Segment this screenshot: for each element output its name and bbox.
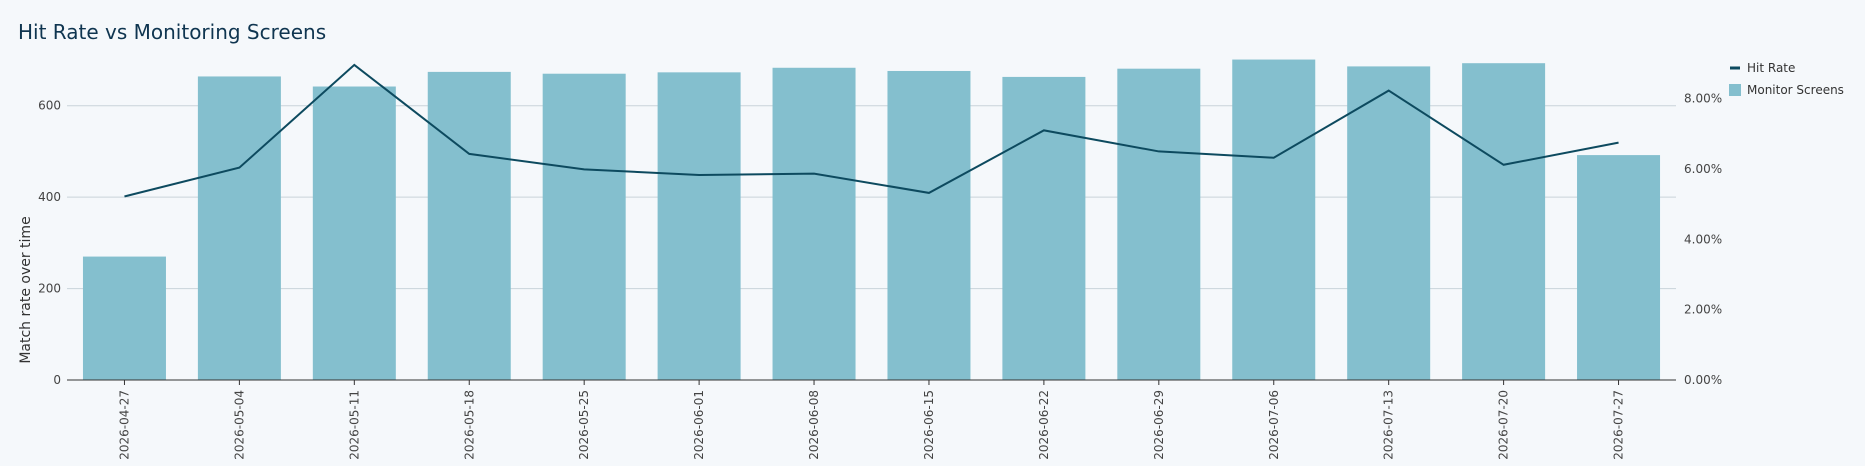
y-axis-title: Match rate over time [18, 216, 34, 363]
legend-monitor-screens-swatch [1729, 84, 1741, 96]
x-tick-label: 2026-05-11 [347, 390, 361, 460]
bar-monitor-screens [1577, 155, 1661, 380]
bar-monitor-screens [1002, 76, 1086, 381]
bar-monitor-screens [1117, 68, 1201, 380]
x-tick-label: 2026-07-13 [1382, 390, 1396, 460]
x-tick-label: 2026-05-04 [232, 390, 246, 460]
legend-monitor-screens-label: Monitor Screens [1747, 83, 1844, 97]
line-hit-rate [124, 63, 1619, 198]
bar-monitor-screens [1347, 66, 1431, 381]
x-tick-label: 2026-06-08 [807, 390, 821, 460]
x-tick-label: 2026-06-22 [1037, 390, 1051, 460]
y-tick-label: 400 [38, 190, 61, 204]
x-tick-label: 2026-06-15 [922, 390, 936, 460]
bar-monitor-screens [1462, 63, 1546, 380]
x-tick-label: 2026-05-25 [577, 390, 591, 460]
y2-tick-label: 2.00% [1684, 303, 1722, 317]
bar-monitor-screens [542, 73, 626, 380]
x-tick-label: 2026-07-06 [1267, 390, 1281, 460]
bar-monitor-screens [82, 256, 166, 380]
x-tick-label: 2026-04-27 [117, 390, 131, 460]
x-tick-label: 2026-06-29 [1152, 390, 1166, 460]
grid-layer [67, 105, 1676, 290]
bar-monitor-screens [1232, 59, 1316, 381]
x-tick-label: 2026-07-20 [1497, 390, 1511, 460]
x-tick-label: 2026-06-01 [692, 390, 706, 460]
x-tick-label: 2026-05-18 [462, 390, 476, 460]
bar-monitor-screens [772, 67, 856, 381]
bar-monitor-screens [657, 72, 741, 380]
line-layer [124, 63, 1619, 198]
y-tick-label: 0 [53, 373, 61, 387]
bar-layer [82, 59, 1661, 381]
legend-hit-rate-label: Hit Rate [1747, 61, 1795, 75]
chart-title: Hit Rate vs Monitoring Screens [18, 20, 327, 44]
y-tick-label: 200 [38, 282, 61, 296]
axis-layer: 0 200 400 600 0.00% 2.00% 4.00% 6.00% 8.00% 2026-… [38, 92, 1722, 460]
y2-tick-label: 6.00% [1684, 162, 1722, 176]
bar-monitor-screens [312, 86, 396, 380]
bar-monitor-screens [887, 70, 971, 380]
bar-monitor-screens [427, 71, 511, 380]
y-tick-label: 600 [38, 99, 61, 113]
y2-tick-label: 0.00% [1684, 373, 1722, 387]
y2-tick-label: 4.00% [1684, 232, 1722, 246]
legend: Hit Rate Monitor Screens [1729, 61, 1844, 97]
y2-tick-label: 8.00% [1684, 92, 1722, 106]
x-tick-label: 2026-07-27 [1612, 390, 1626, 460]
bar-monitor-screens [197, 76, 281, 380]
